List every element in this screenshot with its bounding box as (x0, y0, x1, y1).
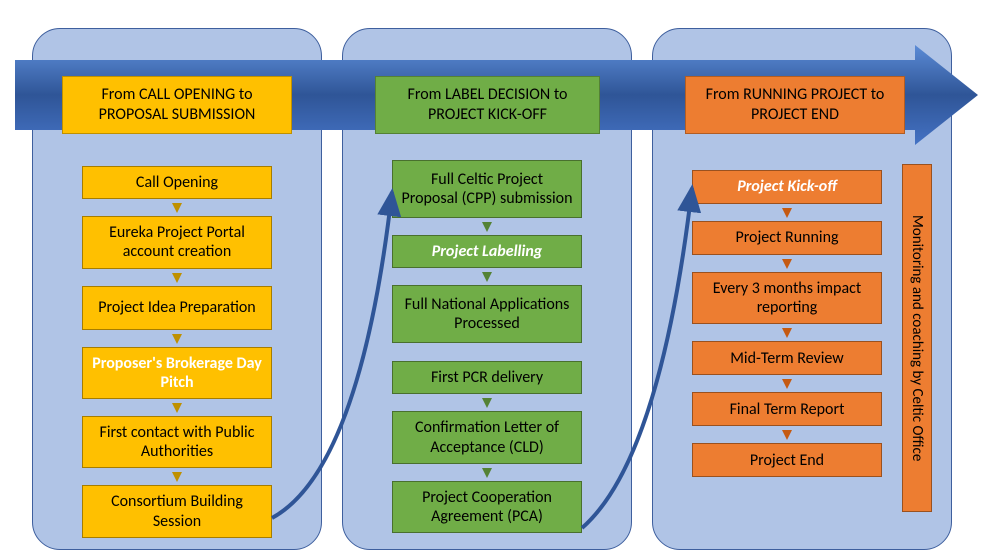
side-label-text: Monitoring and coaching by Celtic Office (908, 215, 926, 461)
step-label: Final Term Report (730, 400, 845, 419)
step-label: Confirmation Letter of Acceptance (CLD) (401, 418, 573, 456)
arrow-down-icon (172, 273, 182, 283)
arrow-down-icon (172, 334, 182, 344)
step-box: Consortium Building Session (82, 485, 272, 537)
process-flow-diagram: From CALL OPENING to PROPOSAL SUBMISSION… (0, 0, 983, 560)
step-label: Proposer's Brokerage Day Pitch (91, 354, 263, 392)
step-label: Project Running (735, 228, 838, 247)
phase-headers: From CALL OPENING to PROPOSAL SUBMISSION… (0, 60, 983, 130)
step-box: Every 3 months impact reporting (692, 272, 882, 324)
step-label: Project Labelling (432, 242, 542, 261)
step-box: First contact with Public Authorities (82, 416, 272, 468)
step-box: Full Celtic Project Proposal (CPP) submi… (392, 160, 582, 218)
step-box: Full National Applications Processed (392, 285, 582, 343)
arrow-down-icon (482, 468, 492, 478)
arrow-down-icon (482, 222, 492, 232)
arrow-down-icon (482, 398, 492, 408)
step-label: Mid-Term Review (730, 349, 843, 368)
arrow-down-icon (482, 272, 492, 282)
step-label: Call Opening (136, 173, 218, 192)
arrow-down-icon (172, 472, 182, 482)
step-box: Confirmation Letter of Acceptance (CLD) (392, 411, 582, 463)
stack-phase3: Project Kick-off Project Running Every 3 m… (692, 170, 882, 477)
step-label: Project Kick-off (737, 177, 837, 196)
header-label: From RUNNING PROJECT to PROJECT END (706, 85, 885, 124)
arrow-down-icon (782, 259, 792, 269)
step-label: Every 3 months impact reporting (701, 279, 873, 317)
step-label: Project Cooperation Agreement (PCA) (401, 488, 573, 526)
step-label: First PCR delivery (431, 368, 543, 387)
step-box: Project End (692, 443, 882, 477)
step-label: Project End (750, 451, 824, 470)
header-label: From LABEL DECISION to PROJECT KICK-OFF (408, 85, 568, 124)
header-label: From CALL OPENING to PROPOSAL SUBMISSION (99, 85, 256, 124)
step-label: First contact with Public Authorities (91, 423, 263, 461)
step-box: Proposer's Brokerage Day Pitch (82, 347, 272, 399)
step-box: Mid-Term Review (692, 341, 882, 375)
step-box: Project Labelling (392, 235, 582, 268)
step-box: Call Opening (82, 166, 272, 199)
arrow-down-icon (782, 208, 792, 218)
step-label: Consortium Building Session (91, 492, 263, 530)
arrow-down-icon (172, 203, 182, 213)
arrow-down-icon (782, 379, 792, 389)
header-phase1: From CALL OPENING to PROPOSAL SUBMISSION (62, 76, 292, 134)
stack-phase2: Full Celtic Project Proposal (CPP) submi… (392, 160, 582, 533)
header-phase3: From RUNNING PROJECT to PROJECT END (685, 76, 905, 134)
arrow-down-icon (172, 403, 182, 413)
step-box: Project Cooperation Agreement (PCA) (392, 481, 582, 533)
header-phase2: From LABEL DECISION to PROJECT KICK-OFF (375, 76, 600, 134)
arrow-down-icon (782, 328, 792, 338)
step-label: Full Celtic Project Proposal (CPP) submi… (401, 170, 573, 208)
step-box: Final Term Report (692, 392, 882, 426)
step-label: Eureka Project Portal account creation (91, 223, 263, 261)
step-box: First PCR delivery (392, 361, 582, 394)
step-box: Project Idea Preparation (82, 286, 272, 330)
step-label: Project Idea Preparation (98, 298, 255, 317)
arrow-down-icon (782, 430, 792, 440)
step-box: Project Running (692, 221, 882, 255)
step-box: Eureka Project Portal account creation (82, 216, 272, 268)
side-label-monitoring: Monitoring and coaching by Celtic Office (902, 164, 932, 512)
stack-phase1: Call Opening Eureka Project Portal accoun… (82, 166, 272, 538)
step-box: Project Kick-off (692, 170, 882, 204)
step-label: Full National Applications Processed (401, 295, 573, 333)
